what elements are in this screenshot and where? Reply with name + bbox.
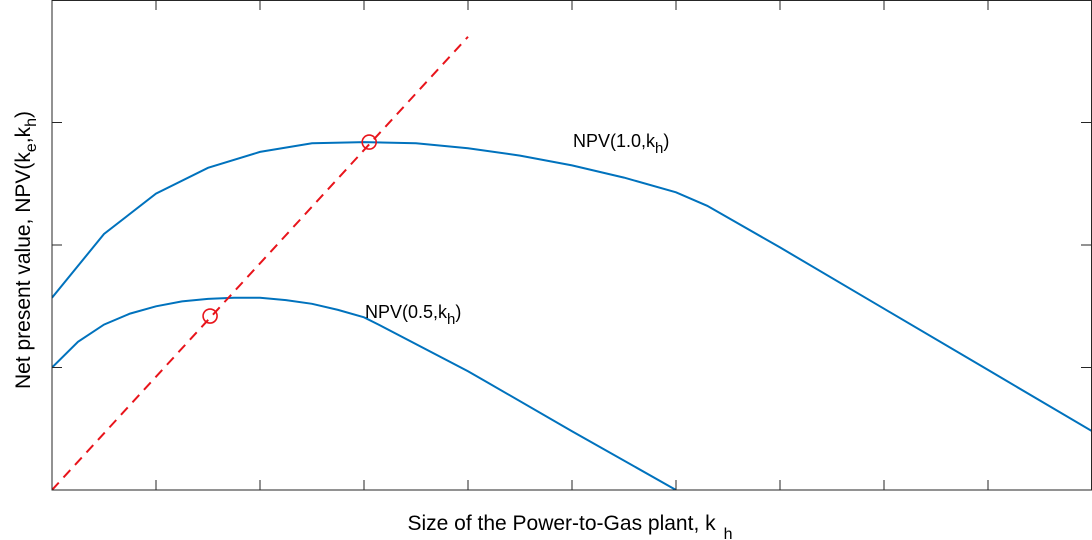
optimum-dashed-line bbox=[52, 36, 469, 490]
annotation-npv-05: NPV(0.5,kh) bbox=[365, 302, 461, 328]
series-line-1 bbox=[52, 296, 677, 490]
plot-area bbox=[52, 36, 1092, 490]
axes-box bbox=[51, 0, 1092, 491]
y-axis-label: Net present value, NPV(ke,kh) bbox=[12, 111, 40, 389]
axes-frame bbox=[51, 0, 1092, 491]
optimum-marker-1 bbox=[202, 308, 218, 324]
annotation-npv-1: NPV(1.0,kh) bbox=[573, 131, 669, 157]
axis-ticks bbox=[52, 0, 1091, 490]
optimum-marker-0 bbox=[361, 134, 378, 150]
series-line-0 bbox=[52, 141, 1092, 433]
